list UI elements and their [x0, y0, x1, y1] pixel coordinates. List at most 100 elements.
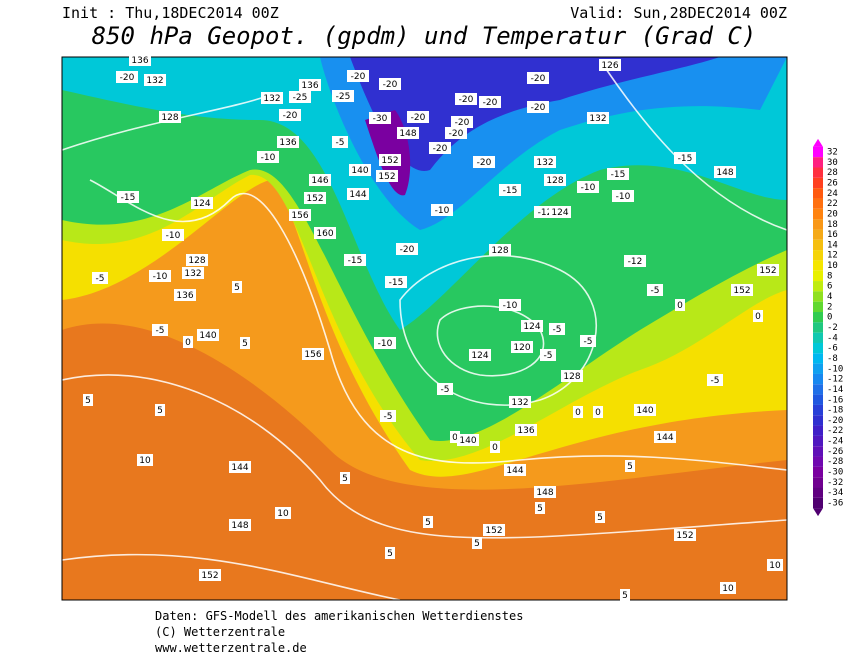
contour-label: -15	[503, 186, 518, 196]
contour-label: -12	[628, 257, 643, 267]
contour-label: -5	[584, 337, 593, 347]
contour-label: 144	[349, 190, 366, 200]
contour-label: 10	[769, 561, 781, 571]
colorbar-label: -4	[827, 333, 838, 343]
colorbar-cell	[813, 301, 823, 313]
colorbar-label: 0	[827, 313, 832, 323]
valid-time: Valid: Sun,28DEC2014 00Z	[570, 4, 787, 22]
contour-label-box	[767, 559, 783, 571]
colorbar-cell	[813, 435, 823, 447]
footer-url: www.wetterzentrale.de	[155, 641, 307, 655]
contour-label-box	[527, 72, 549, 84]
contour-label: -20	[383, 80, 398, 90]
colorbar-label: 14	[827, 240, 838, 250]
contour-label: -5	[336, 138, 345, 148]
contour-label: 148	[399, 129, 416, 139]
contour-label: 5	[622, 591, 628, 601]
colorbar-cell	[813, 456, 823, 467]
colorbar-cell	[813, 353, 823, 364]
colorbar-label: 26	[827, 178, 838, 188]
colorbar-cell	[813, 466, 823, 478]
contour-label-box	[479, 96, 501, 108]
contour-label-box	[144, 74, 166, 86]
contour-label: -15	[389, 278, 404, 288]
contour-label-box	[347, 188, 369, 200]
contour-label-box	[349, 164, 371, 176]
colorbar-cell	[813, 373, 823, 385]
contour-label: -5	[651, 286, 660, 296]
contour-label-box	[437, 383, 453, 395]
contour-label-box	[423, 516, 433, 528]
contour-label: 124	[523, 322, 540, 332]
contour-label-box	[504, 464, 526, 476]
contour-label-box	[429, 142, 451, 154]
contour-label-box	[257, 151, 279, 163]
contour-label: -10	[435, 206, 450, 216]
contour-label-box	[191, 197, 213, 209]
contour-label: 5	[234, 283, 240, 293]
contour-label-box	[261, 92, 283, 104]
colorbar-label: -36	[827, 499, 843, 509]
contour-label: -20	[411, 113, 426, 123]
contour-label-box	[489, 244, 511, 256]
colorbar-cell	[813, 446, 823, 457]
contour-label-box	[380, 410, 396, 422]
contour-label: -15	[121, 193, 136, 203]
contour-label: -20	[483, 98, 498, 108]
contour-label: 0	[575, 408, 581, 418]
contour-label: 136	[279, 138, 296, 148]
colorbar-label: -34	[827, 488, 843, 498]
contour-label: 124	[193, 199, 210, 209]
contour-label: -5	[384, 412, 393, 422]
contour-label: -10	[261, 153, 276, 163]
contour-label: 0	[492, 443, 498, 453]
contour-label-box	[674, 152, 696, 164]
contour-label-box	[332, 90, 354, 102]
contour-label: -20	[531, 74, 546, 84]
colorbar-label: -18	[827, 406, 843, 416]
contour-label-box	[757, 264, 779, 276]
contour-label-box	[152, 324, 168, 336]
colorbar-bottom-arrow	[813, 508, 823, 517]
contour-label: -25	[336, 92, 351, 102]
contour-label-box	[450, 431, 460, 443]
colorbar-cell	[813, 270, 823, 282]
contour-label: 132	[263, 94, 280, 104]
contour-label: 10	[277, 509, 289, 519]
contour-label-box	[753, 310, 763, 322]
contour-label-box	[229, 519, 251, 531]
colorbar-label: -24	[827, 437, 843, 447]
contour-label: -10	[581, 183, 596, 193]
contour-label-box	[347, 70, 369, 82]
contour-label: 148	[716, 168, 733, 178]
contour-label-box	[527, 101, 549, 113]
contour-label-box	[232, 281, 242, 293]
colorbar-top-arrow	[813, 138, 823, 147]
contour-label-box	[116, 71, 138, 83]
colorbar-cell	[813, 157, 823, 168]
contour-label-box	[374, 337, 396, 349]
colorbar-label: 10	[827, 261, 838, 271]
colorbar-label: 12	[827, 251, 838, 261]
contour-label-box	[595, 511, 605, 523]
contour-label: -20	[283, 111, 298, 121]
colorbar-cell	[813, 167, 823, 178]
contour-label: -20	[120, 73, 135, 83]
contour-label: 0	[677, 301, 683, 311]
contour-label: -25	[293, 93, 308, 103]
contour-label: 0	[452, 433, 458, 443]
contour-label: -20	[400, 245, 415, 255]
contour-label: -5	[441, 385, 450, 395]
contour-label: 128	[563, 372, 580, 382]
colorbar-cell	[813, 219, 823, 230]
colorbar-cell	[813, 425, 823, 436]
contour-label: 152	[485, 526, 502, 536]
contour-label-box	[340, 472, 350, 484]
contour-label-box	[534, 156, 556, 168]
colorbar-label: 28	[827, 168, 838, 178]
contour-label: -10	[616, 192, 631, 202]
map-area	[62, 57, 787, 600]
contour-label: 148	[231, 521, 248, 531]
contour-label: 0	[595, 408, 601, 418]
contour-label: -30	[373, 114, 388, 124]
